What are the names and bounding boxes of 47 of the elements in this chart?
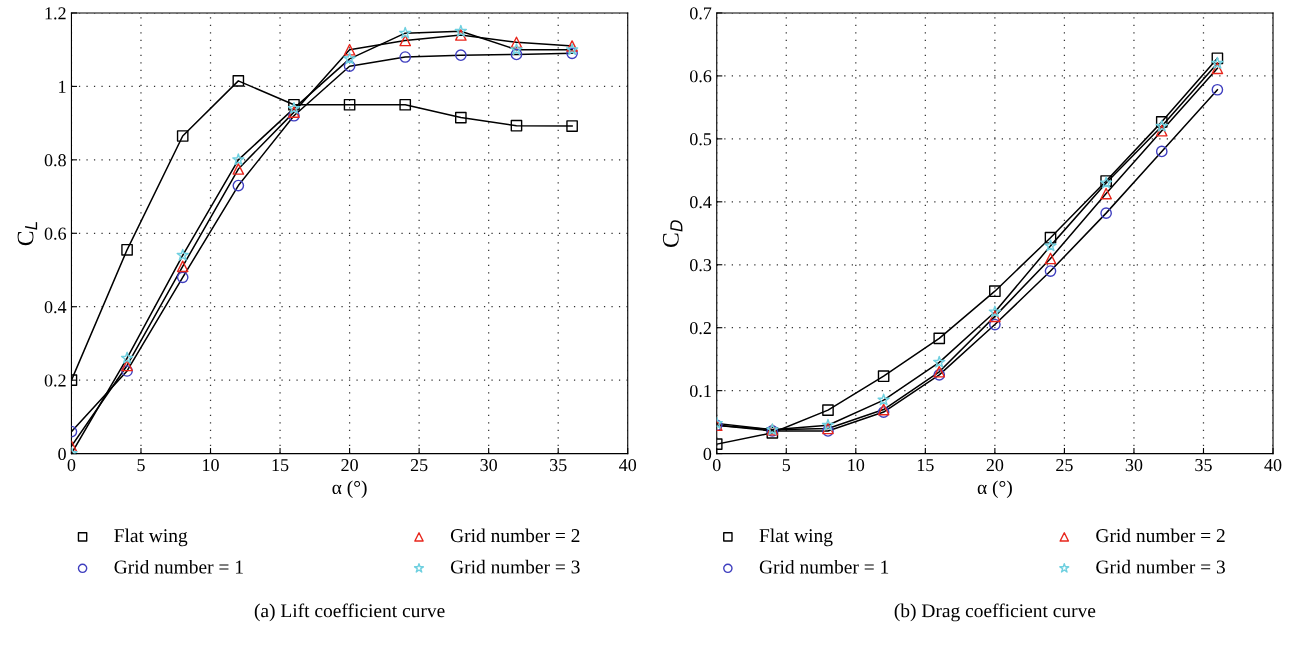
x-tick-label: 40 — [619, 458, 637, 472]
text: (b) Drag coefficient curve — [894, 603, 1096, 622]
y-tick-label: 0.2 — [689, 321, 711, 335]
x-axis-title: α (°) — [977, 480, 1012, 499]
y-tick-label: 1.2 — [45, 7, 66, 20]
legend-label: Grid number = 2 — [1096, 528, 1225, 543]
x-tick-label: 30 — [1125, 458, 1143, 472]
x-tick-label: 25 — [1056, 459, 1073, 472]
y-tick-label: 0.1 — [689, 384, 711, 398]
y-tick-label: 0 — [703, 447, 712, 461]
x-axis-title: α (°) — [332, 480, 367, 499]
y-tick-label: 0.6 — [44, 227, 67, 240]
x-tick-label: 0 — [67, 458, 76, 472]
x-tick-label: 5 — [782, 459, 791, 472]
y-tick-label: 0.5 — [689, 133, 712, 146]
x-tick-label: 40 — [1264, 458, 1282, 472]
y-tick-label: 0.8 — [44, 154, 66, 167]
x-tick-label: 0 — [712, 458, 721, 472]
x-tick-label: 20 — [986, 458, 1004, 472]
x-tick-label: 10 — [848, 458, 865, 472]
x-tick-label: 15 — [917, 459, 934, 472]
legend-label: Grid number = 1 — [114, 559, 243, 574]
y-axis-title: C$_{D}$ — [662, 220, 683, 248]
y-tick-label: 0.6 — [689, 70, 712, 83]
x-tick-label: 35 — [1195, 459, 1212, 472]
y-tick-label: 0 — [58, 447, 66, 461]
legend-label: Flat wing — [114, 528, 188, 547]
legend-label: Grid number = 1 — [759, 559, 889, 574]
legend-label: Grid number = 3 — [450, 559, 580, 574]
y-tick-label: 0.3 — [689, 259, 712, 272]
y-tick-label: 0.4 — [44, 300, 67, 314]
x-tick-label: 5 — [137, 459, 145, 472]
x-tick-label: 15 — [272, 459, 289, 472]
y-tick-label: 0.7 — [689, 7, 712, 20]
text: (a) Lift coefficient curve — [254, 603, 445, 622]
x-tick-label: 30 — [480, 458, 497, 472]
y-tick-label: 1 — [59, 80, 66, 93]
x-tick-label: 20 — [341, 458, 358, 472]
y-tick-label: 0.4 — [689, 196, 712, 209]
x-tick-label: 35 — [550, 459, 567, 472]
y-tick-label: 0.2 — [44, 374, 66, 387]
y-axis-title: C$_{L}$ — [17, 222, 38, 246]
legend-label: Grid number = 3 — [1096, 559, 1225, 574]
x-tick-label: 10 — [203, 458, 219, 472]
legend-label: Flat wing — [759, 528, 833, 547]
legend-label: Grid number = 2 — [450, 528, 580, 543]
x-tick-label: 25 — [410, 459, 428, 472]
